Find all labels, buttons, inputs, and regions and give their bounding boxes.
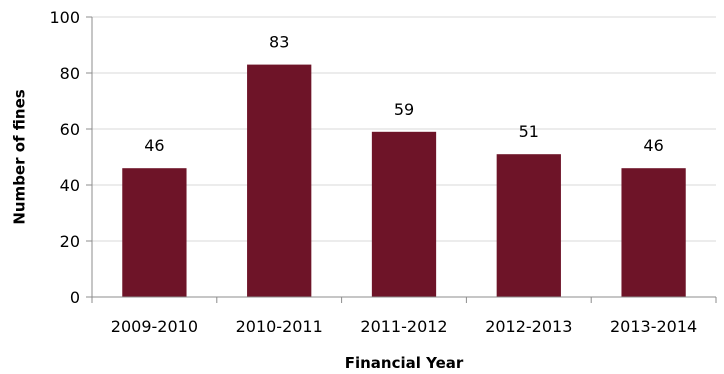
- y-tick-label: 80: [60, 64, 80, 83]
- data-label: 83: [269, 33, 289, 52]
- bar: [621, 168, 686, 297]
- x-tick-labels: 2009-2010 2010-2011 2011-2012 2012-2013 2013…: [111, 317, 697, 336]
- y-tick-labels: 0 20 40 60 80 100: [49, 8, 92, 307]
- x-tick-label: 2013-2014: [610, 317, 697, 336]
- data-label: 51: [519, 122, 539, 141]
- x-tick-label: 2012-2013: [485, 317, 572, 336]
- gridlines: [92, 16, 716, 242]
- data-label: 59: [394, 100, 414, 119]
- y-tick-label: 20: [60, 232, 80, 251]
- data-labels: 46 83 59 51 46: [144, 33, 664, 156]
- x-tick-label: 2009-2010: [111, 317, 198, 336]
- data-label: 46: [643, 136, 663, 155]
- x-tick-label: 2010-2011: [236, 317, 323, 336]
- y-tick-label: 100: [49, 8, 80, 27]
- bar: [122, 168, 187, 297]
- data-label: 46: [144, 136, 164, 155]
- bar: [496, 154, 561, 297]
- y-tick-label: 0: [70, 288, 80, 307]
- bars: [122, 64, 686, 297]
- y-tick-label: 40: [60, 176, 80, 195]
- bar: [247, 64, 312, 297]
- y-tick-label: 60: [60, 120, 80, 139]
- axes: [91, 17, 717, 303]
- y-axis-title: Number of fines: [11, 89, 29, 224]
- bar: [371, 131, 437, 297]
- x-axis-title: Financial Year: [345, 354, 464, 372]
- x-tick-label: 2011-2012: [360, 317, 447, 336]
